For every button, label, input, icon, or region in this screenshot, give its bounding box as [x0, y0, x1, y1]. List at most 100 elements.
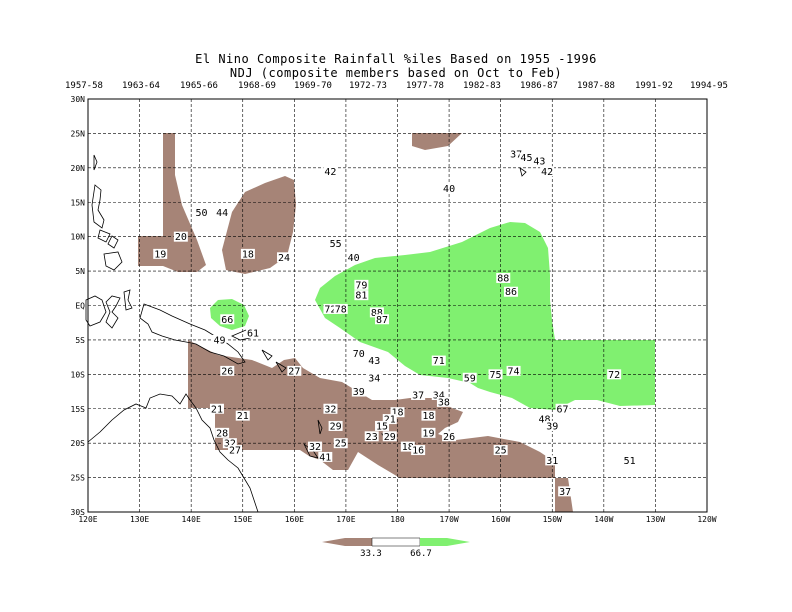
station-label-bg — [421, 427, 436, 438]
station-label-bg — [496, 272, 511, 283]
year-label: 1972-73 — [349, 81, 387, 91]
station-label-bg — [194, 207, 209, 218]
coast-luzon — [91, 184, 105, 229]
station-value: 29 — [384, 432, 396, 443]
station-label-bg — [222, 438, 237, 449]
wet-region-central-pacific — [315, 222, 655, 410]
lon-tick-label: 180 — [390, 515, 405, 524]
station-value: 25 — [495, 446, 507, 457]
station-label-bg — [351, 386, 366, 397]
station-value: 66 — [221, 315, 233, 326]
station-label-bg — [209, 403, 224, 414]
lat-tick-label: 30N — [71, 95, 86, 104]
station-label-bg — [537, 414, 552, 425]
station-value: 18 — [242, 249, 254, 260]
station-label-bg — [488, 369, 503, 380]
lat-tick-label: 20N — [71, 164, 86, 173]
lon-tick-label: 130W — [646, 515, 665, 524]
station-value: 88 — [371, 308, 383, 319]
station-label-bg — [436, 396, 451, 407]
station-label-bg — [323, 166, 338, 177]
station-label-bg — [354, 279, 369, 290]
station-value: 40 — [348, 253, 360, 264]
station-label-bg — [367, 372, 382, 383]
station-value: 75 — [489, 370, 501, 381]
station-value: 32 — [224, 439, 236, 450]
station-label-bg — [375, 420, 390, 431]
station-label-bg — [540, 166, 555, 177]
dry-region-micronesia — [222, 176, 296, 274]
station-value: 15 — [376, 421, 388, 432]
station-label-bg — [545, 455, 560, 466]
station-value: 72 — [608, 370, 620, 381]
color-legend: 33.3 66.7 — [322, 537, 470, 559]
legend-dry-swatch — [322, 538, 372, 546]
station-label-bg — [333, 303, 348, 314]
map-frame — [87, 98, 708, 513]
legend-high-label: 66.7 — [410, 549, 432, 559]
year-label: 1987-88 — [577, 81, 615, 91]
station-label-bg — [364, 431, 379, 442]
station-value: 59 — [464, 373, 476, 384]
lat-tick-label: 25N — [71, 129, 86, 138]
station-label-bg — [442, 183, 457, 194]
station-value: 78 — [335, 304, 347, 315]
station-label-bg — [246, 328, 261, 339]
station-label-bg — [287, 365, 302, 376]
station-label-bg — [318, 451, 333, 462]
station-label-bg — [215, 427, 230, 438]
year-label: 1963-64 — [122, 81, 160, 91]
lon-tick-label: 150E — [233, 515, 252, 524]
lon-tick-label: 120E — [78, 515, 97, 524]
station-value: 49 — [214, 335, 226, 346]
station-label-bg — [506, 365, 521, 376]
station-label-bg — [411, 445, 426, 456]
station-value: 29 — [330, 421, 342, 432]
station-value: 23 — [366, 432, 378, 443]
composite-years: 1957-58 1963-64 1965-66 1968-69 1969-70 … — [65, 81, 728, 94]
station-value: 37 — [510, 150, 522, 161]
station-label-bg — [228, 445, 243, 456]
coast-australia — [87, 393, 259, 513]
lon-tick-label: 160W — [491, 515, 510, 524]
station-label-bg — [333, 438, 348, 449]
station-label-bg — [375, 314, 390, 325]
station-label-bg — [411, 389, 426, 400]
station-label-bg — [173, 231, 188, 242]
coast-sulawesi — [105, 295, 121, 329]
station-label-bg — [369, 307, 384, 318]
dry-region-north-small — [412, 133, 462, 150]
station-value: 24 — [278, 253, 290, 264]
station-value: 51 — [624, 456, 636, 467]
station-label-bg — [235, 410, 250, 421]
station-label-bg — [509, 149, 524, 160]
station-label-bg — [240, 248, 255, 259]
station-label-bg — [351, 348, 366, 359]
coast-halmahera — [123, 289, 133, 311]
station-value: 27 — [229, 446, 241, 457]
station-label-bg — [382, 431, 397, 442]
year-label: 1994-95 — [690, 81, 728, 91]
station-value: 31 — [546, 456, 558, 467]
map-subtitle: NDJ (composite members based on Oct to F… — [229, 66, 563, 80]
axis-labels: 30N 25N 20N 15N 10N 5N EQ 5S 10S 15S 20S 25S 30S120E… — [71, 95, 717, 524]
year-label: 1957-58 — [65, 81, 103, 91]
station-value: 21 — [384, 415, 396, 426]
station-value: 18 — [391, 408, 403, 419]
station-value: 21 — [211, 404, 223, 415]
lat-tick-label: 5S — [75, 336, 85, 345]
station-label-bg — [323, 303, 338, 314]
year-label: 1969-70 — [294, 81, 332, 91]
lon-tick-label: 160E — [285, 515, 304, 524]
coast-visayas — [97, 229, 119, 249]
lon-tick-label: 130E — [130, 515, 149, 524]
station-value: 19 — [154, 249, 166, 260]
station-label-bg — [307, 441, 322, 452]
lat-tick-label: 25S — [71, 474, 86, 483]
station-value: 32 — [309, 442, 321, 453]
station-label-bg — [354, 290, 369, 301]
lat-tick-label: 30S — [71, 508, 86, 517]
station-value: 50 — [195, 208, 207, 219]
